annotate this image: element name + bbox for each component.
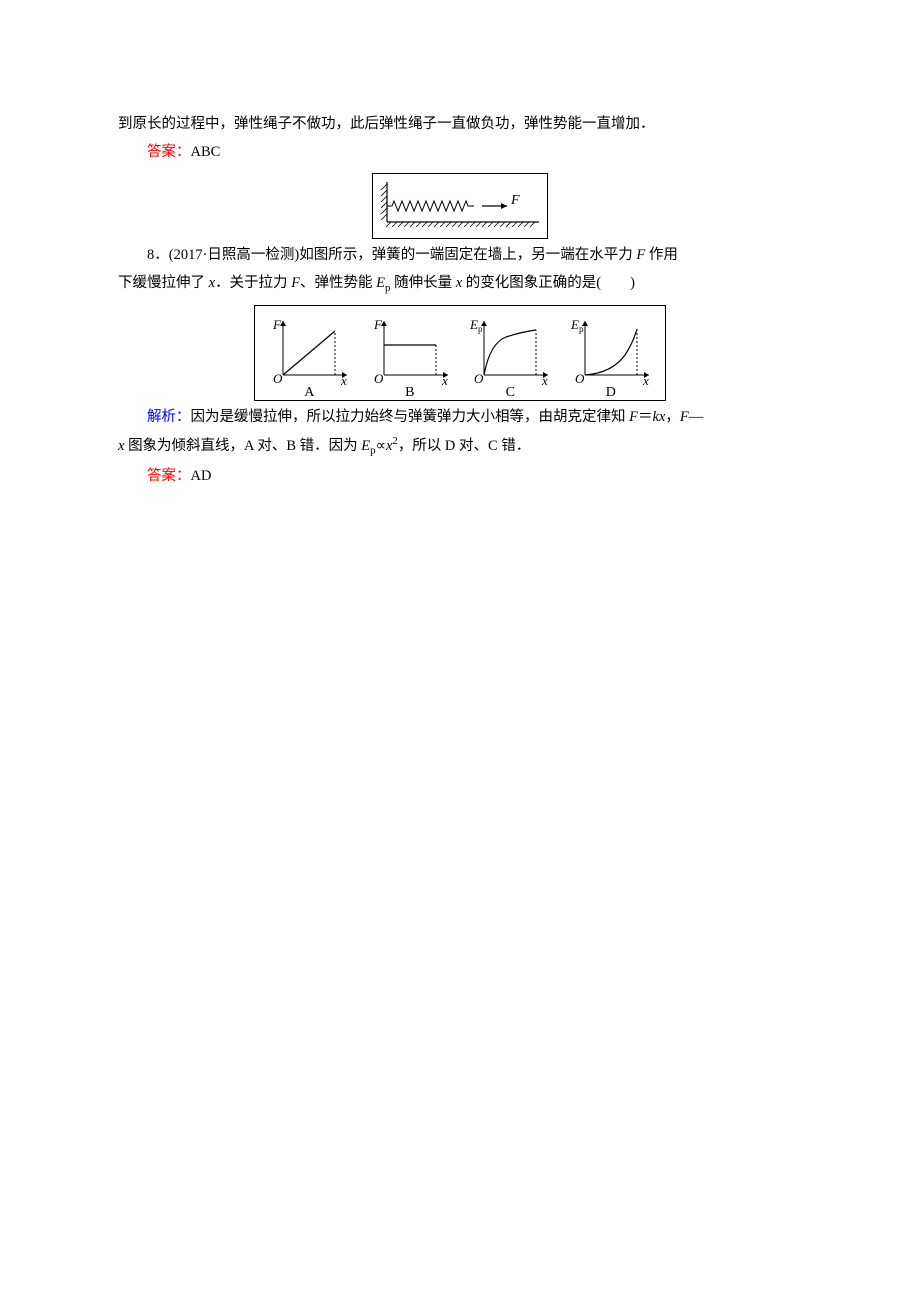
chart-B: F O x B: [362, 315, 458, 400]
text: 到原长的过程中，弹性绳子不做功，此后弹性绳子一直做负功，弹性势能一直增加．: [118, 116, 655, 132]
ylabel: F: [272, 317, 282, 332]
ylabel-p: p: [478, 324, 483, 334]
var-F: F: [680, 409, 689, 425]
text: 作用: [645, 247, 678, 263]
ylabel-p: p: [579, 324, 584, 334]
ylabel-E: E: [570, 317, 579, 332]
origin: O: [374, 371, 384, 385]
question-8-line1: 8．(2017·日照高一检测)如图所示，弹簧的一端固定在墙上，另一端在水平力 F…: [118, 241, 802, 269]
chart-D-label: D: [563, 386, 659, 400]
chart-B-svg: F O x: [366, 315, 454, 385]
continuation-line: 到原长的过程中，弹性绳子不做功，此后弹性绳子一直做负功，弹性势能一直增加．: [118, 110, 802, 138]
xlabel: x: [642, 373, 649, 385]
var-F: F: [629, 409, 638, 425]
solution-label: 解析：: [147, 409, 191, 425]
var-F: F: [291, 275, 300, 291]
text: 图象为倾斜直线，A 对、B 错．因为: [124, 438, 361, 454]
ylabel: F: [373, 317, 383, 332]
answer-7: 答案：ABC: [118, 138, 802, 166]
chart-D-svg: E p O x: [567, 315, 655, 385]
figure-spring-wrapper: F: [118, 173, 802, 239]
chart-C-label: C: [462, 386, 558, 400]
figure-spring: F: [372, 173, 548, 239]
dash: —: [689, 409, 704, 425]
prop: ∝: [376, 438, 386, 454]
xlabel: x: [541, 373, 548, 385]
question-8-line2: 下缓慢拉伸了 x．关于拉力 F、弹性势能 Ep 随伸长量 x 的变化图象正确的是…: [118, 269, 802, 299]
figure-charts-wrapper: F O x A F O x: [118, 305, 802, 401]
text: 、弹性势能: [300, 275, 376, 291]
xlabel: x: [441, 373, 448, 385]
origin: O: [474, 371, 484, 385]
spring-svg: F: [373, 174, 547, 238]
text: ，所以 D 对、C 错．: [398, 438, 531, 454]
chart-C: E p O x C: [462, 315, 558, 400]
var-F: F: [636, 247, 645, 263]
solution-line2: x 图象为倾斜直线，A 对、B 错．因为 Ep∝x2，所以 D 对、C 错．: [118, 431, 802, 462]
answer-8: 答案：AD: [118, 462, 802, 490]
origin: O: [273, 371, 283, 385]
chart-A-svg: F O x: [265, 315, 353, 385]
answer-label: 答案：: [147, 468, 191, 484]
solution-line1: 解析：因为是缓慢拉伸，所以拉力始终与弹簧弹力大小相等，由胡克定律知 F＝kx，F…: [118, 403, 802, 431]
text: 的变化图象正确的是( ): [462, 275, 635, 291]
text: 随伸长量: [390, 275, 455, 291]
chart-A-label: A: [261, 386, 357, 400]
answer-value: AD: [191, 468, 212, 484]
answer-value: ABC: [191, 144, 221, 160]
figure-charts: F O x A F O x: [254, 305, 666, 401]
spring-force-label: F: [510, 193, 520, 208]
var-Ep-E: E: [376, 275, 385, 291]
text: ．关于拉力: [215, 275, 291, 291]
ylabel-E: E: [469, 317, 478, 332]
xlabel: x: [340, 373, 347, 385]
text: 下缓慢拉伸了: [118, 275, 209, 291]
chart-A: F O x A: [261, 315, 357, 400]
text: ，: [665, 409, 680, 425]
chart-D: E p O x D: [563, 315, 659, 400]
text: 8．(2017·日照高一检测)如图所示，弹簧的一端固定在墙上，另一端在水平力: [147, 247, 636, 263]
text: 因为是缓慢拉伸，所以拉力始终与弹簧弹力大小相等，由胡克定律知: [191, 409, 630, 425]
answer-label: 答案：: [147, 144, 191, 160]
chart-C-svg: E p O x: [466, 315, 554, 385]
var-Ep-E: E: [361, 438, 370, 454]
page: 到原长的过程中，弹性绳子不做功，此后弹性绳子一直做负功，弹性势能一直增加． 答案…: [0, 0, 920, 570]
eq: ＝: [638, 409, 653, 425]
chart-B-label: B: [362, 386, 458, 400]
origin: O: [575, 371, 585, 385]
